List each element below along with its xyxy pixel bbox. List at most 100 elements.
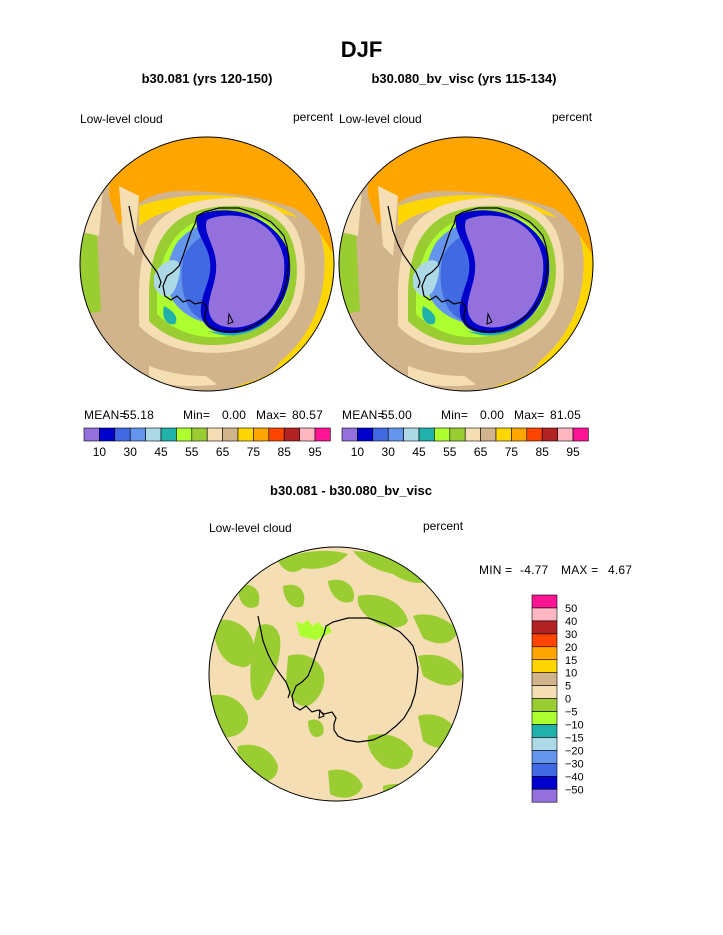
colorbar-1-swatch — [191, 427, 208, 442]
colorbar-1-tick-label: 85 — [278, 445, 292, 459]
colorbar-2-tick-label: 55 — [443, 445, 457, 459]
diff-colorbar-tick-label: 40 — [565, 616, 577, 628]
colorbar-2-tick-label: 45 — [412, 445, 426, 459]
diff-title: b30.081 - b30.080_bv_visc — [270, 483, 432, 498]
colorbar-2-tick-label: 30 — [382, 445, 396, 459]
diff-colorbar-swatch — [531, 776, 558, 790]
colorbar-2-swatch — [434, 427, 451, 442]
diff-colorbar-swatch — [531, 659, 558, 673]
colorbar-1-tick-label: 75 — [247, 445, 261, 459]
diff-colorbar-tick-label: −40 — [565, 771, 584, 783]
panel-1-units-label: percent — [293, 110, 334, 124]
colorbar-2-swatch — [372, 427, 389, 442]
panel-2-mean-label: MEAN= — [342, 408, 385, 422]
colorbar-2-swatch — [526, 427, 543, 442]
colorbar-panel-1: 10 30 45 55 65 75 85 95 — [83, 427, 331, 459]
colorbar-1-swatch — [176, 427, 193, 442]
colorbar-1-swatch — [222, 427, 239, 442]
colorbar-1-tick-label: 45 — [154, 445, 168, 459]
diff-colorbar-tick-label: 5 — [565, 681, 571, 693]
colorbar-2-tick-label: 75 — [505, 445, 519, 459]
diff-colorbar-tick-label: 15 — [565, 655, 577, 667]
colorbar-2-swatch — [495, 427, 512, 442]
colorbar-2-swatch — [511, 427, 528, 442]
panel-1-min-label: Min= — [183, 408, 211, 422]
diff-max-label: MAX = — [561, 563, 599, 577]
diff-colorbar-swatch — [531, 646, 558, 661]
diff-colorbar-tick-label: 30 — [565, 629, 577, 641]
colorbar-1-tick-label: 30 — [124, 445, 138, 459]
panel-1-variable-label: Low-level cloud — [80, 112, 163, 126]
diff-variable-label: Low-level cloud — [209, 521, 292, 535]
colorbar-2-tick-label: 10 — [351, 445, 365, 459]
colorbar-1-swatch — [314, 427, 331, 442]
panel-1-mean-label: MEAN= — [84, 408, 127, 422]
panel-1-mean-value: 55.18 — [123, 408, 155, 422]
panel-1-title: b30.081 (yrs 120-150) — [141, 71, 273, 86]
diff-colorbar-swatch — [531, 737, 558, 751]
colorbar-1-swatch — [268, 427, 285, 442]
colorbar-2-swatch — [572, 427, 589, 442]
colorbar-1-tick-label: 65 — [216, 445, 230, 459]
diff-colorbar-swatch — [531, 672, 558, 686]
diff-colorbar-tick-label: −50 — [565, 784, 584, 796]
colorbar-2-swatch — [387, 427, 404, 442]
diff-colorbar-tick-label: 50 — [565, 603, 577, 615]
panel-2-min-label: Min= — [441, 408, 469, 422]
colorbar-1-swatch — [283, 427, 300, 442]
diff-min-label: MIN = — [479, 563, 513, 577]
diff-colorbar-swatch — [531, 685, 558, 699]
colorbar-1-tick-label: 95 — [308, 445, 322, 459]
diff-colorbar-tick-label: −5 — [565, 707, 578, 719]
colorbar-1-swatch — [129, 427, 146, 442]
panel-2-mean-value: 55.00 — [381, 408, 413, 422]
colorbar-1-swatch — [145, 427, 162, 442]
panel-1-max-value: 80.57 — [292, 408, 324, 422]
colorbar-2-swatch — [357, 427, 374, 442]
colorbar-2-swatch — [449, 427, 466, 442]
diff-colorbar-tick-label: 0 — [565, 694, 571, 706]
colorbar-1-swatch — [253, 427, 270, 442]
colorbar-1-swatch — [99, 427, 116, 442]
colorbar-1-swatch — [237, 427, 254, 442]
map-panel-1 — [79, 136, 335, 392]
map-difference — [208, 546, 464, 802]
panel-2-title: b30.080_bv_visc (yrs 115-134) — [371, 71, 557, 86]
panel-2-units-label: percent — [552, 110, 593, 124]
colorbar-2-tick-label: 85 — [536, 445, 550, 459]
diff-colorbar-swatch — [531, 698, 558, 712]
diff-units-label: percent — [423, 519, 464, 533]
diff-colorbar-swatch — [531, 594, 558, 609]
panel-2-max-label: Max= — [514, 408, 545, 422]
diff-colorbar-tick-label: −20 — [565, 745, 584, 757]
diff-colorbar-swatch — [531, 620, 558, 635]
colorbar-panel-2: 10 30 45 55 65 75 85 95 — [341, 427, 589, 459]
diff-colorbar-tick-label: 20 — [565, 642, 577, 654]
colorbar-2-swatch — [541, 427, 558, 442]
colorbar-2-swatch — [418, 427, 435, 442]
colorbar-2-swatch — [341, 427, 358, 442]
colorbar-1-swatch — [206, 427, 223, 442]
diff-colorbar-tick-label: −30 — [565, 758, 584, 770]
diff-colorbar-swatch — [531, 711, 558, 725]
diff-colorbar-swatch — [531, 724, 558, 738]
diff-colorbar-swatch — [531, 633, 558, 648]
diff-colorbar-tick-label: 10 — [565, 668, 577, 680]
diff-max-value: 4.67 — [608, 563, 633, 577]
colorbar-2-tick-label: 95 — [566, 445, 580, 459]
colorbar-2-swatch — [480, 427, 497, 442]
page-title: DJF — [340, 37, 383, 62]
colorbar-2-tick-label: 65 — [474, 445, 488, 459]
panel-1-max-label: Max= — [256, 408, 287, 422]
diff-colorbar-swatch — [531, 763, 558, 777]
colorbar-2-swatch — [557, 427, 574, 442]
colorbar-1-swatch — [299, 427, 316, 442]
colorbar-2-swatch — [464, 427, 481, 442]
colorbar-1-swatch — [83, 427, 100, 442]
panel-2-min-value: 0.00 — [480, 408, 505, 422]
panel-2-max-value: 81.05 — [550, 408, 582, 422]
diff-colorbar-swatch — [531, 750, 558, 764]
colorbar-2-swatch — [403, 427, 420, 442]
colorbar-1-swatch — [114, 427, 131, 442]
